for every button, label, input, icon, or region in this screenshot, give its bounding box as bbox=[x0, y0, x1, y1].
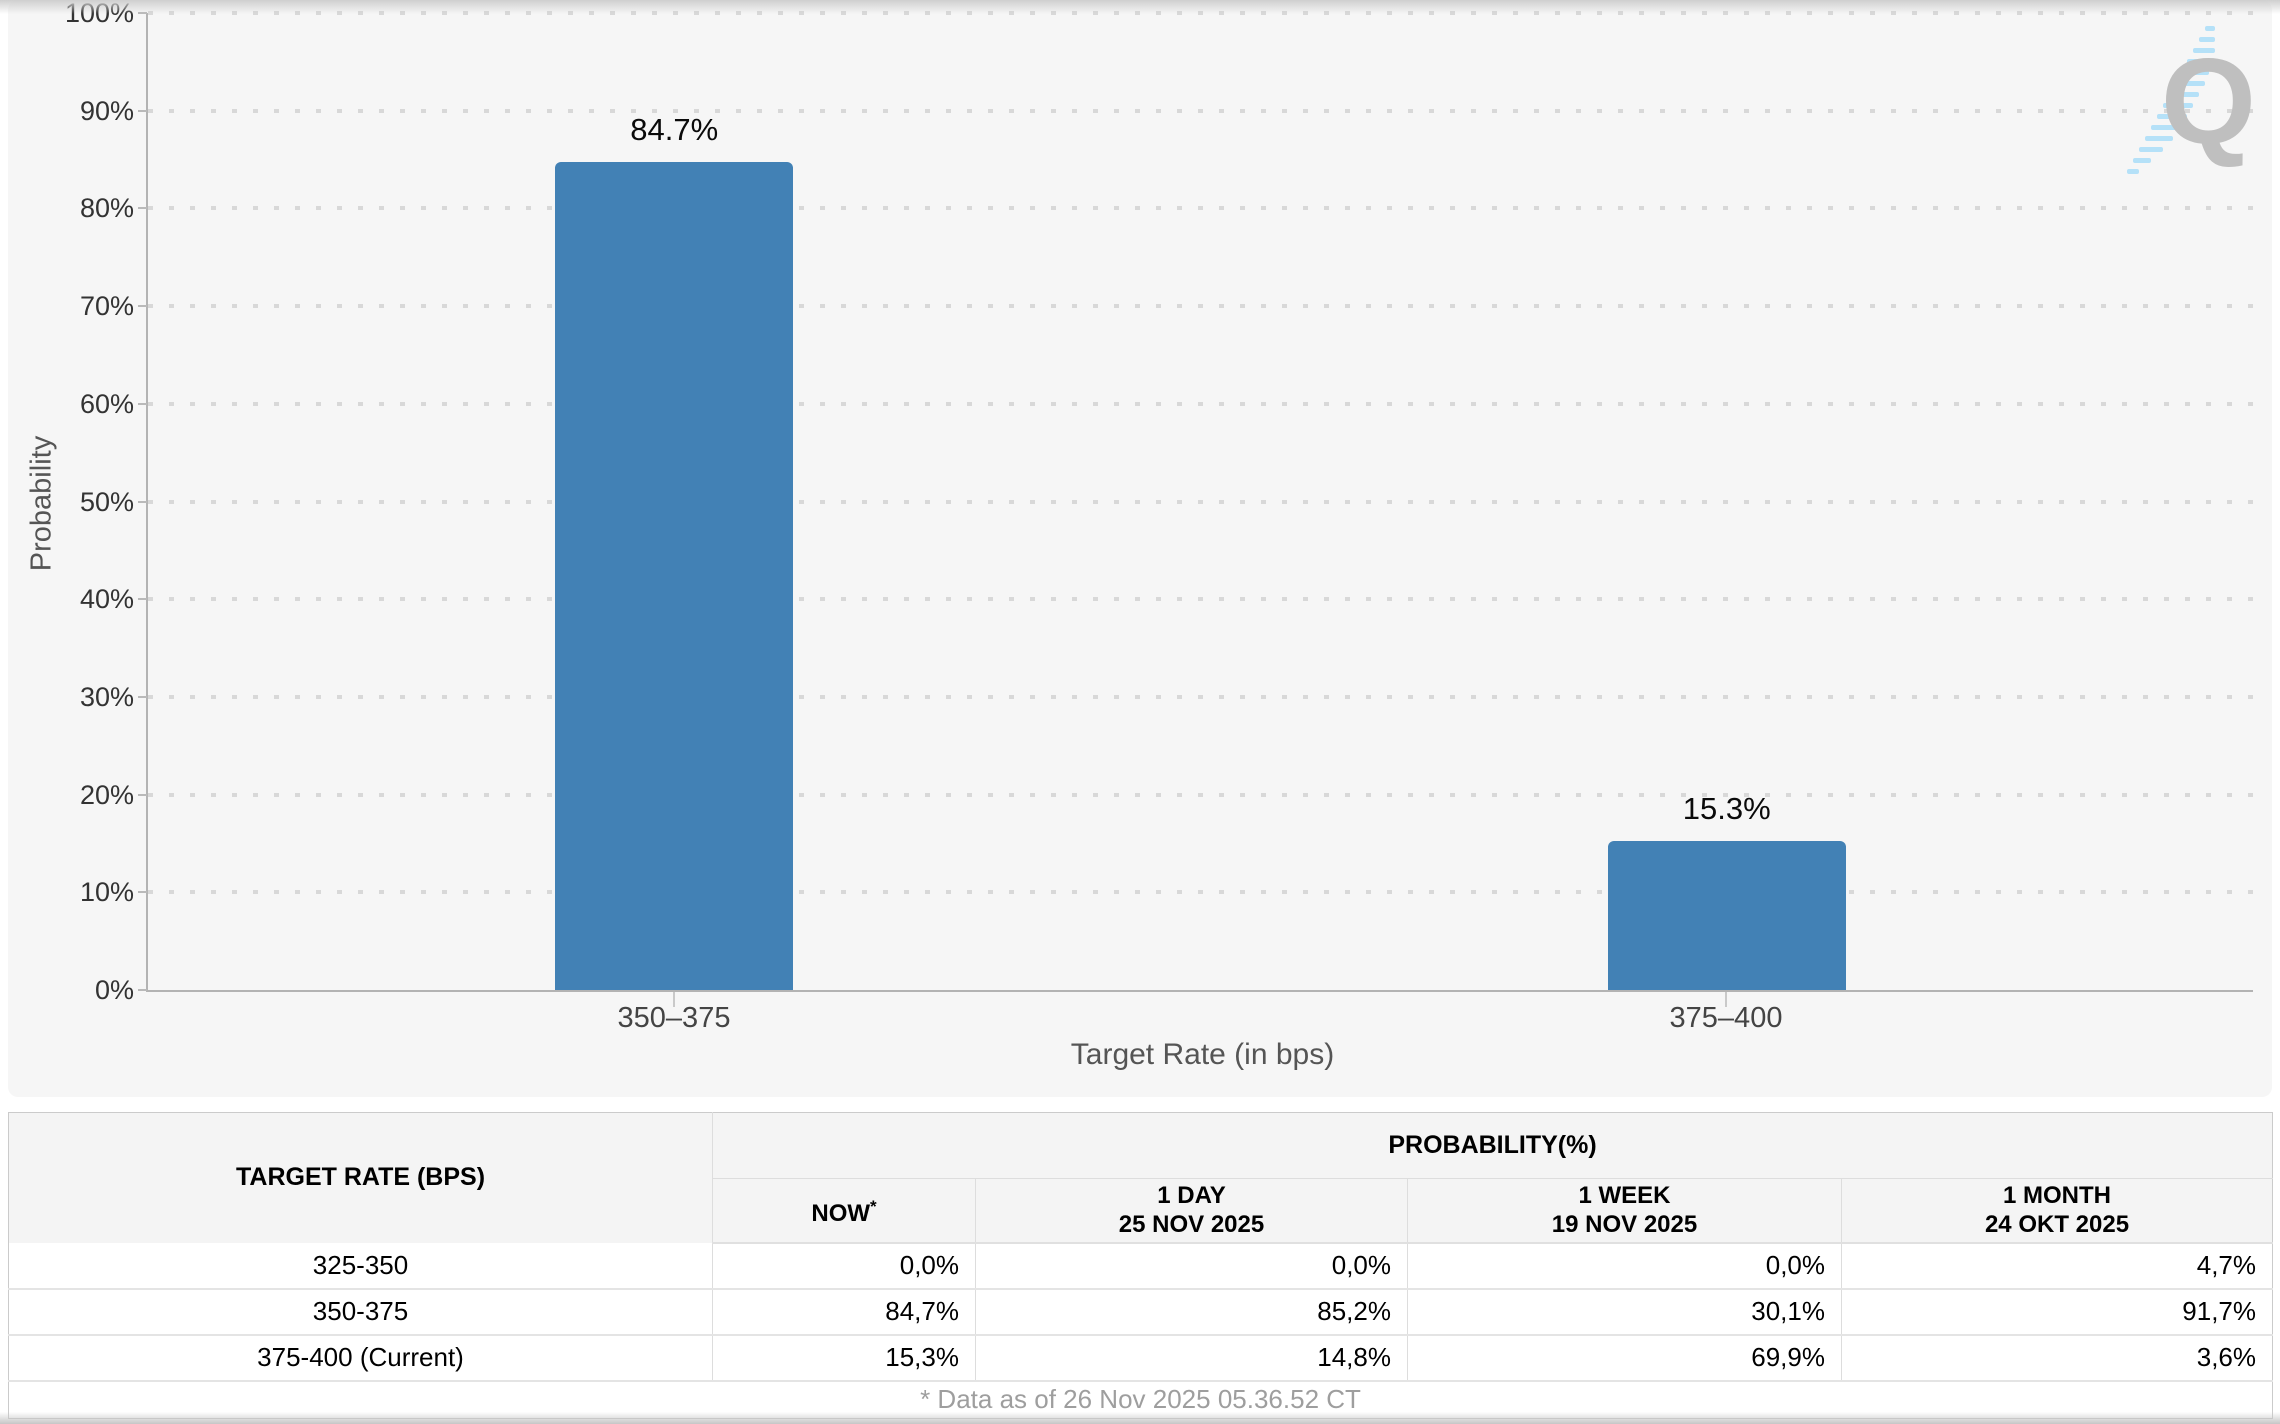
gridline-20% bbox=[148, 792, 2253, 797]
y-tick-label: 60% bbox=[79, 388, 134, 419]
y-tick-mark bbox=[138, 598, 147, 601]
gridline-40% bbox=[148, 597, 2253, 602]
gridline-70% bbox=[148, 304, 2253, 309]
bar-group-350-375: 84.7% bbox=[148, 13, 1201, 990]
rate-range: 375-400 (Current) bbox=[8, 1334, 713, 1382]
y-tick-mark bbox=[138, 402, 147, 405]
gridline-50% bbox=[148, 499, 2253, 504]
gridline-30% bbox=[148, 694, 2253, 699]
y-tick-mark bbox=[138, 207, 147, 210]
week-probability: 30,1% bbox=[1407, 1288, 1842, 1336]
week-probability: 0,0% bbox=[1407, 1242, 1842, 1290]
week-probability: 69,9% bbox=[1407, 1334, 1842, 1382]
y-axis-line bbox=[146, 13, 148, 990]
watermark-q-icon: Q bbox=[2161, 33, 2256, 169]
gridline-90% bbox=[148, 108, 2253, 113]
bar-375-400 bbox=[1607, 840, 1846, 990]
now-asterisk: * bbox=[870, 1197, 877, 1217]
x-tick-350-375 bbox=[673, 992, 675, 1007]
month-probability: 91,7% bbox=[1841, 1288, 2273, 1336]
y-tick-label: 40% bbox=[79, 584, 134, 615]
bottom-edge-shadow bbox=[0, 1412, 2280, 1424]
y-tick-label: 70% bbox=[79, 291, 134, 322]
table-row: 325-350 0,0% 0,0% 0,0% 4,7% bbox=[8, 1242, 2273, 1290]
plot-area: 84.7% 15.3% bbox=[146, 11, 2254, 992]
bar-group-375-400: 15.3% bbox=[1201, 13, 2254, 990]
rate-range: 350-375 bbox=[8, 1288, 713, 1336]
now-probability: 15,3% bbox=[712, 1334, 976, 1382]
top-edge-shadow bbox=[0, 0, 2280, 14]
y-tick-label: 80% bbox=[79, 193, 134, 224]
table-column-header-row: NOW* 1 DAY 25 NOV 2025 1 WEEK 19 NOV 2025 … bbox=[9, 1178, 2273, 1244]
y-tick-label: 0% bbox=[94, 975, 134, 1005]
now-probability: 84,7% bbox=[712, 1288, 976, 1336]
month-probability: 3,6% bbox=[1841, 1334, 2273, 1382]
probability-table: TARGET RATE (BPS) PROBABILITY(%) NOW* 1 … bbox=[8, 1112, 2274, 1419]
probability-group-header: PROBABILITY(%) bbox=[712, 1112, 2273, 1179]
y-tick-label: 90% bbox=[79, 95, 134, 126]
column-header-1-day: 1 DAY 25 NOV 2025 bbox=[975, 1178, 1408, 1244]
x-category-label: 375–400 bbox=[1669, 1002, 1783, 1034]
y-tick-mark bbox=[138, 109, 147, 112]
x-tick-375-400 bbox=[1725, 992, 1727, 1007]
y-tick-mark bbox=[138, 989, 147, 991]
y-tick-mark bbox=[138, 891, 147, 894]
table-group-header-row: TARGET RATE (BPS) PROBABILITY(%) bbox=[8, 1112, 2273, 1243]
day-probability: 14,8% bbox=[975, 1334, 1408, 1382]
y-tick-label: 50% bbox=[79, 486, 134, 517]
day-probability: 0,0% bbox=[975, 1242, 1408, 1290]
bar-350-375 bbox=[555, 162, 794, 990]
table-row: 350-375 84,7% 85,2% 30,1% 91,7% bbox=[8, 1288, 2273, 1336]
y-tick-mark bbox=[138, 793, 147, 796]
watermark-stripes-icon bbox=[2127, 26, 2215, 174]
gridline-80% bbox=[148, 206, 2253, 211]
target-rate-header: TARGET RATE (BPS) bbox=[8, 1112, 713, 1243]
probability-bar-chart: Probability 0% 10% 20% 30% 40% 50% 60% 70% 80% 90… bbox=[8, 0, 2272, 1097]
y-tick-mark bbox=[138, 305, 147, 308]
x-axis-title: Target Rate (in bps) bbox=[1070, 1038, 1335, 1071]
table-row: 375-400 (Current) 15,3% 14,8% 69,9% 3,6% bbox=[8, 1334, 2273, 1382]
rate-range: 325-350 bbox=[8, 1242, 713, 1290]
gridline-10% bbox=[148, 890, 2253, 895]
y-tick-mark bbox=[138, 695, 147, 698]
bar-value-label: 15.3% bbox=[1682, 790, 1771, 826]
now-probability: 0,0% bbox=[712, 1242, 976, 1290]
column-header-now: NOW* bbox=[712, 1178, 976, 1244]
y-tick-label: 10% bbox=[79, 877, 134, 908]
y-tick-label: 30% bbox=[79, 681, 134, 712]
column-header-1-week: 1 WEEK 19 NOV 2025 bbox=[1407, 1178, 1842, 1244]
x-axis-line bbox=[146, 990, 2253, 992]
day-probability: 85,2% bbox=[975, 1288, 1408, 1336]
month-probability: 4,7% bbox=[1841, 1242, 2273, 1290]
y-axis-tick-labels: 0% 10% 20% 30% 40% 50% 60% 70% 80% 90% 100% bbox=[8, 0, 134, 1005]
gridline-60% bbox=[148, 401, 2253, 406]
x-category-label: 350–375 bbox=[617, 1002, 731, 1034]
column-header-1-month: 1 MONTH 24 OKT 2025 bbox=[1841, 1178, 2273, 1244]
y-tick-mark bbox=[138, 500, 147, 503]
bar-value-label: 84.7% bbox=[630, 112, 719, 148]
y-tick-label: 20% bbox=[79, 779, 134, 810]
quikstrike-watermark: Q bbox=[2113, 22, 2278, 187]
